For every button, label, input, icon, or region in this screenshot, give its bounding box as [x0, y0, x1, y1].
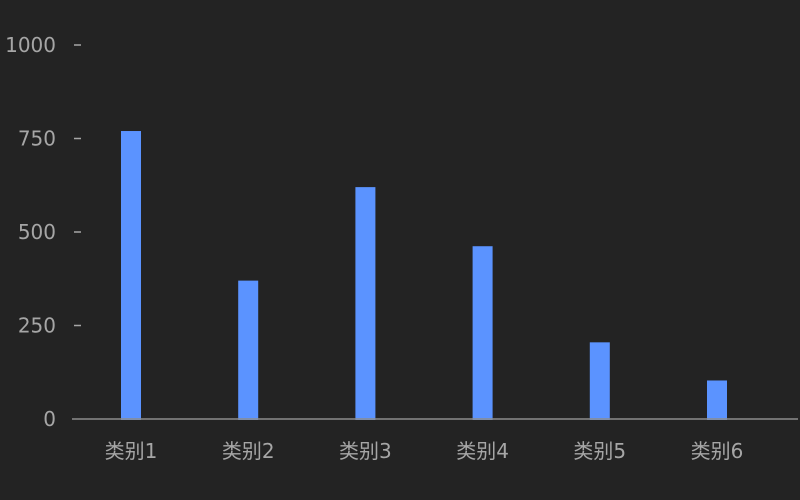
bar-2[interactable] [238, 280, 259, 420]
x-tick-label: 类别5 [573, 439, 626, 463]
bar-1[interactable] [121, 131, 141, 420]
y-tick-label: 750 [18, 127, 56, 151]
bar-4[interactable] [472, 246, 493, 420]
bar-5[interactable] [589, 342, 610, 420]
y-tick-label: 500 [18, 220, 56, 244]
y-axis: 0 250 500 750 1000 [5, 33, 81, 431]
x-axis: 类别1 类别2 类别3 类别4 类别5 类别6 [105, 439, 744, 463]
x-tick-label: 类别3 [339, 439, 392, 463]
y-tick-label: 1000 [5, 33, 56, 57]
x-tick-label: 类别6 [691, 439, 744, 463]
bar-6[interactable] [707, 380, 727, 420]
y-tick-label: 250 [18, 314, 56, 338]
y-tick-label: 0 [43, 407, 56, 431]
x-tick-label: 类别2 [222, 439, 275, 463]
bar-3[interactable] [355, 187, 376, 420]
x-tick-label: 类别4 [456, 439, 509, 463]
bars-group [121, 131, 727, 420]
x-tick-label: 类别1 [105, 439, 158, 463]
